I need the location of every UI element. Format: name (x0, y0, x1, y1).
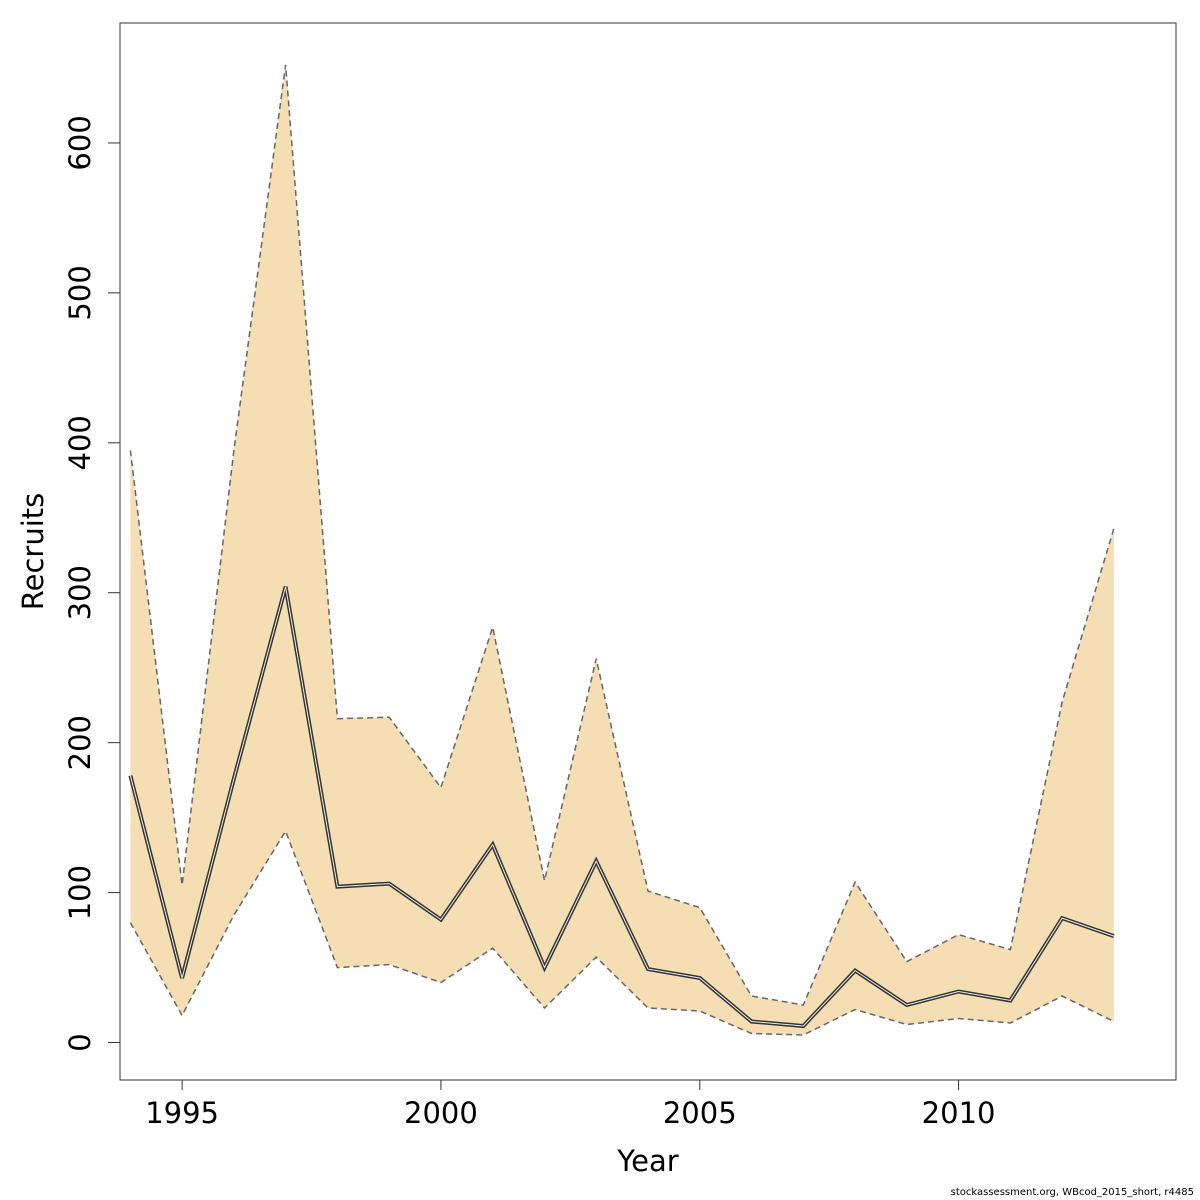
y-tick-label: 600 (63, 115, 97, 170)
upper-bound-line (129, 64, 1115, 1006)
x-tick-label: 2010 (922, 1096, 996, 1130)
x-axis-title: Year (616, 1144, 678, 1178)
y-tick-label: 100 (63, 865, 97, 920)
y-axis: 0 100 200 300 400 500 600 (63, 115, 121, 1052)
y-tick-label: 400 (63, 415, 97, 470)
y-axis-title: Recruits (16, 493, 50, 610)
y-tick-label: 500 (63, 265, 97, 320)
estimate-line-inner (129, 586, 1115, 1027)
lower-bound-line (129, 829, 1115, 1036)
x-tick-label: 2005 (663, 1096, 737, 1130)
footer-credit: stockassessment.org, WBcod_2015_short, r… (950, 1187, 1194, 1198)
y-tick-label: 300 (63, 565, 97, 620)
x-tick-label: 2000 (404, 1096, 478, 1130)
y-tick-label: 200 (63, 715, 97, 770)
x-tick-label: 1995 (145, 1096, 219, 1130)
confidence-band (130, 65, 1114, 1035)
y-tick-label: 0 (63, 1033, 97, 1051)
x-axis: 1995 2000 2005 2010 (145, 1079, 996, 1130)
plot-area (128, 64, 1115, 1036)
